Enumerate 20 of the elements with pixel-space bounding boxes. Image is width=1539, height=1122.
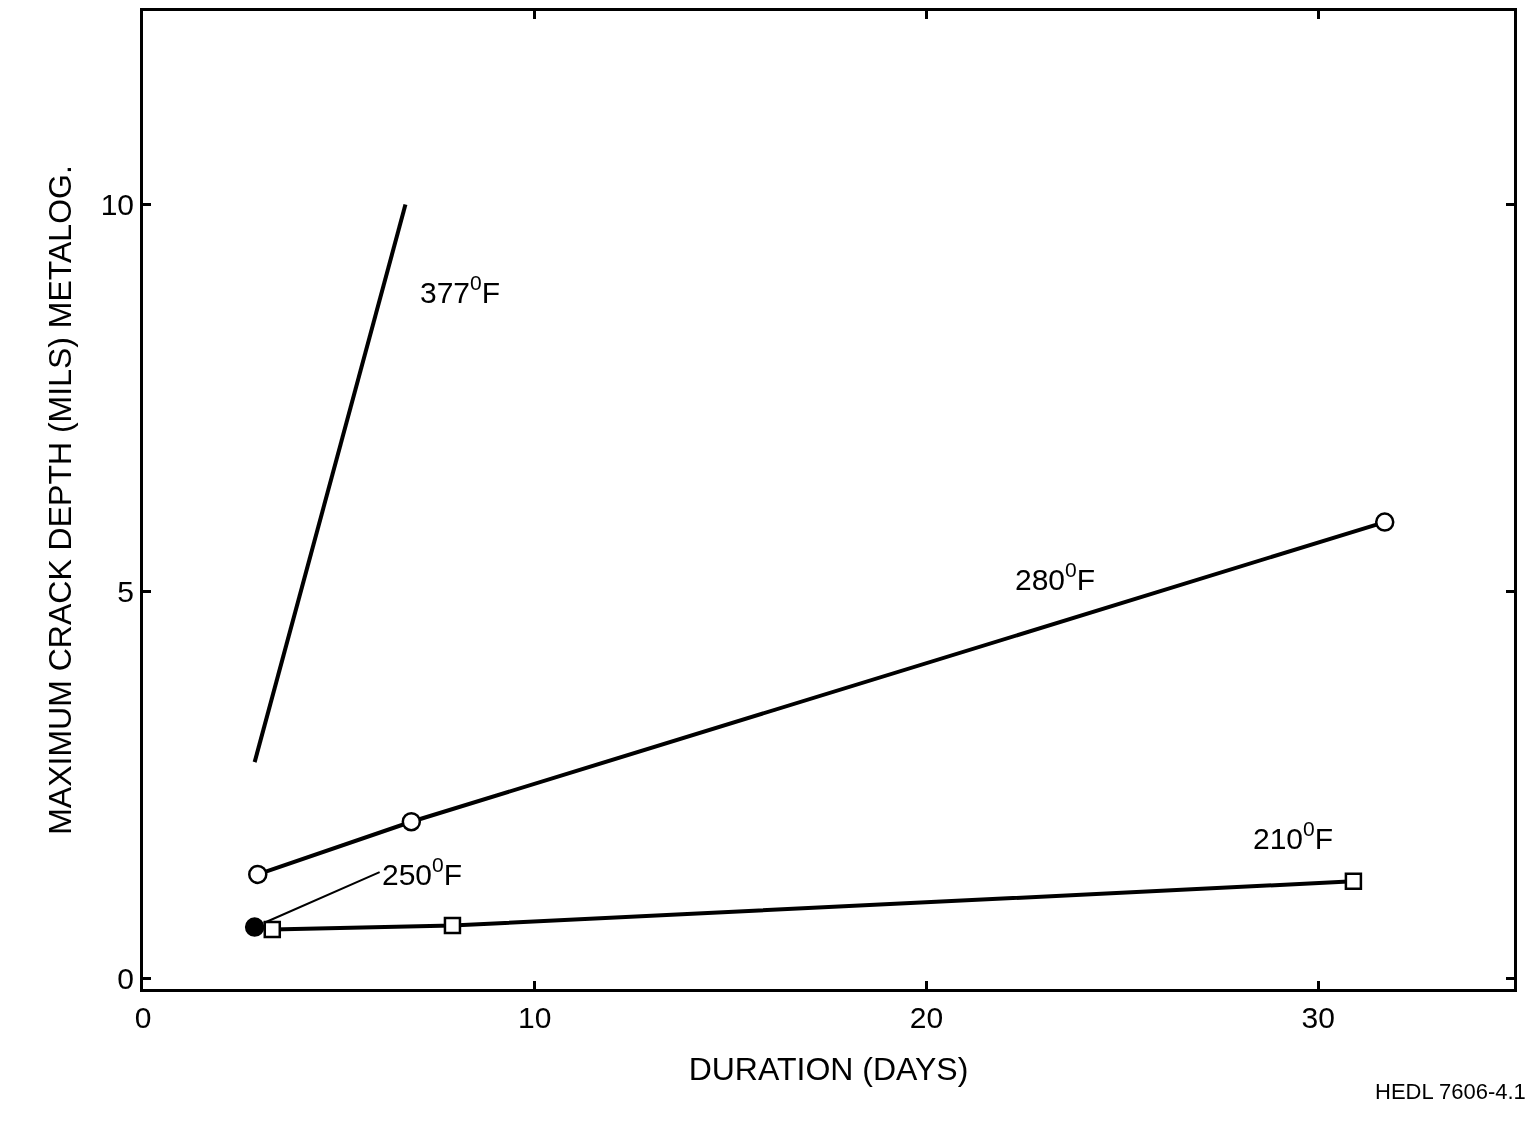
point [401,811,422,832]
point [263,920,282,939]
y-tick-label: 0 [117,962,134,996]
point [248,864,268,885]
x-axis-title: DURATION (DAYS) [688,1050,969,1087]
point [1374,512,1395,532]
text: HEDL 7606-4.1 [1375,1079,1526,1104]
y-axis-title: MAXIMUM CRACK DEPTH (MILS) METALOG. [41,165,78,835]
point [244,917,265,937]
series-label: 377$^{0}$F [420,271,501,309]
series-label: 280$^{0}$F [1015,558,1096,596]
y-tick-label: 5 [117,575,134,609]
point [1344,872,1363,891]
x-tick-label: 10 [518,1001,552,1034]
x-tick-label: 30 [1301,1001,1335,1034]
series-label: 210$^{0}$F [1253,817,1334,855]
point [443,916,462,935]
x-tick-label: 20 [909,1001,944,1034]
text: 250$^{0}$F [382,853,463,891]
y-tick-label: 10 [100,188,134,222]
